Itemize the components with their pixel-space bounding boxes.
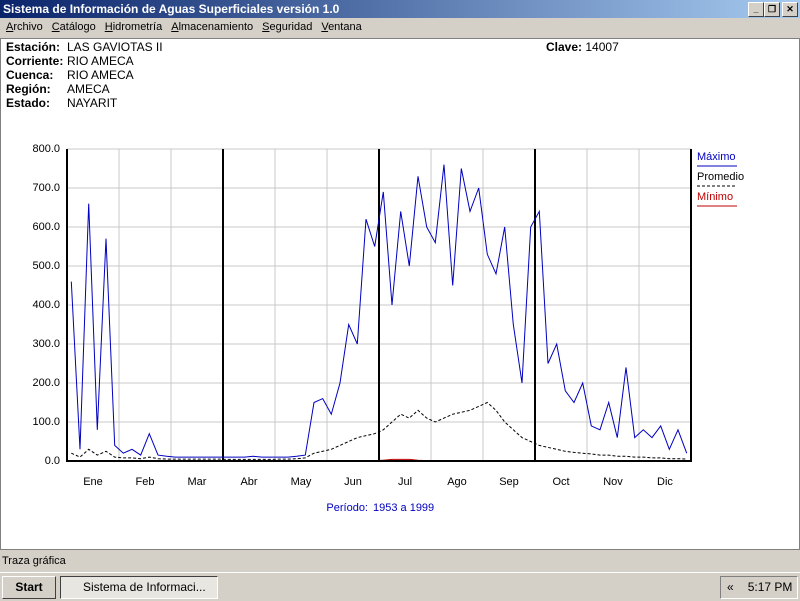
menu-item[interactable]: Archivo	[6, 21, 43, 33]
x-tick-label: Dic	[657, 476, 673, 488]
y-tick-label: 800.0	[32, 143, 60, 155]
station-label: Región:	[6, 82, 51, 96]
station-value: RIO AMECA	[67, 68, 134, 82]
status-bar: Traza gráfica	[2, 555, 66, 567]
close[interactable]: ✕	[782, 2, 798, 17]
menu-item[interactable]: Catálogo	[51, 21, 96, 33]
x-tick-label: May	[291, 476, 312, 488]
x-tick-label: Sep	[499, 476, 519, 488]
station-label: Cuenca:	[6, 68, 54, 82]
y-tick-label: 100.0	[32, 416, 60, 428]
station-value: RIO AMECA	[67, 54, 134, 68]
y-tick-label: 700.0	[32, 182, 60, 194]
x-tick-label: Oct	[552, 476, 569, 488]
restore[interactable]: ❐	[764, 2, 780, 17]
y-tick-label: 200.0	[32, 377, 60, 389]
menu-item[interactable]: Seguridad	[262, 21, 313, 33]
title-bar: Sistema de Información de Aguas Superfic…	[0, 0, 800, 18]
station-label: Corriente:	[6, 54, 64, 68]
legend-entry: Promedio	[697, 171, 744, 183]
station-label: Estado:	[6, 96, 51, 110]
y-tick-label: 600.0	[32, 221, 60, 233]
clave: Clave: 14007	[546, 40, 619, 54]
menu-item[interactable]: Hidrometría	[104, 21, 163, 33]
legend-entry: Mínimo	[697, 191, 733, 203]
x-tick-label: Mar	[188, 476, 207, 488]
clock: 5:17 PM	[747, 580, 793, 594]
series-line	[71, 401, 687, 460]
minimize[interactable]: _	[748, 2, 764, 17]
y-tick-label: 0.0	[45, 455, 60, 467]
x-tick-label: Jun	[344, 476, 362, 488]
x-tick-label: Nov	[603, 476, 623, 488]
x-tick-label: Abr	[240, 476, 257, 488]
window-title: Sistema de Información de Aguas Superfic…	[3, 2, 340, 16]
period: 1953 a 1999	[373, 502, 434, 514]
x-tick-label: Ago	[447, 476, 467, 488]
station-value: AMECA	[67, 82, 110, 96]
y-tick-label: 400.0	[32, 299, 60, 311]
x-tick-label: Feb	[136, 476, 155, 488]
station-label: Estación:	[6, 40, 61, 54]
clave-label: Clave:	[546, 40, 583, 54]
tray: « 5:17 PM	[720, 576, 798, 599]
x-tick-label: Jul	[398, 476, 412, 488]
tray-arrows[interactable]: «	[727, 580, 734, 594]
chart: 0.0 100.0 200.0 300.0 400.0 500.0 600.0 700.0 80…	[32, 143, 744, 514]
task-button[interactable]: Sistema de Informaci...	[60, 576, 218, 599]
client-area	[0, 38, 800, 550]
series-line	[70, 164, 688, 458]
legend-entry: Máximo	[697, 151, 736, 163]
taskbar: Start Sistema de Informaci... « 5:17 PM	[0, 572, 800, 601]
menu-bar: Archivo Catálogo Hidrometría Almacenamiento…	[0, 18, 800, 37]
station-value: NAYARIT	[67, 96, 118, 110]
y-tick-label: 500.0	[32, 260, 60, 272]
y-tick-label: 300.0	[32, 338, 60, 350]
clave-value: 14007	[585, 40, 619, 54]
period-label: Período:	[326, 502, 368, 514]
x-tick-label: Ene	[83, 476, 103, 488]
axis	[66, 149, 692, 462]
station-value: LAS GAVIOTAS II	[67, 40, 163, 54]
menu-item[interactable]: Ventana	[321, 21, 362, 33]
menu-item[interactable]: Almacenamiento	[171, 21, 254, 33]
start-button[interactable]: Start	[2, 576, 56, 599]
